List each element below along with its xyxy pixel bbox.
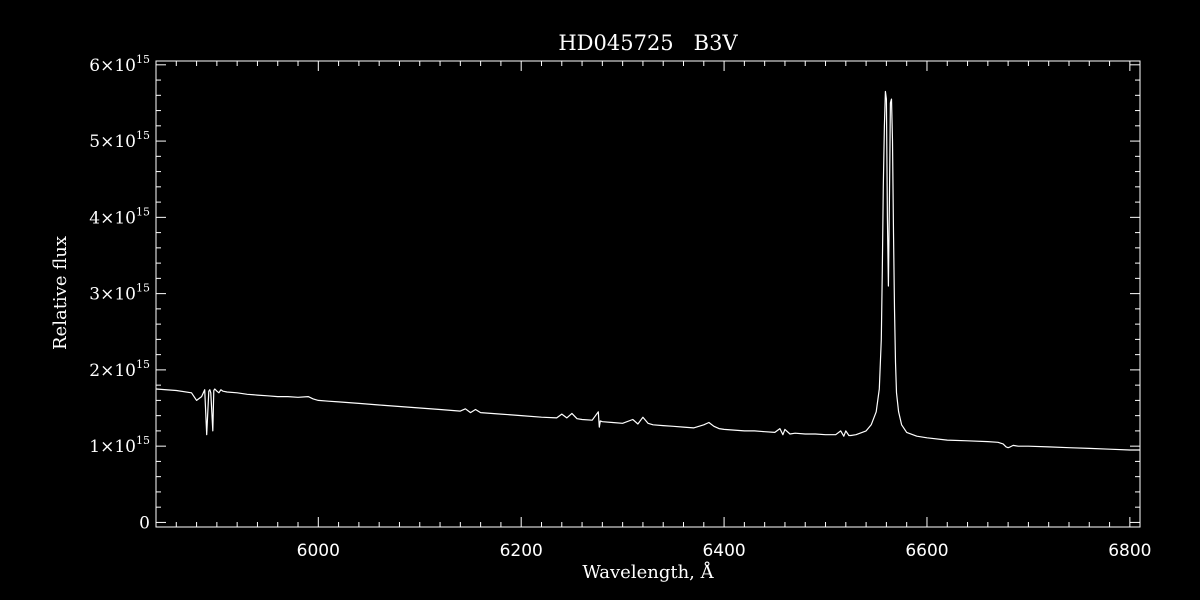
y-tick-label: 4×1015 bbox=[89, 205, 150, 228]
tick-labels: 6000 6200 6400 6600 6800 0 1×1015 2×1015 3×1015 4… bbox=[89, 53, 1151, 561]
y-tick-label: 5×1015 bbox=[89, 129, 150, 152]
y-axis-label: Relative flux bbox=[50, 236, 71, 350]
y-tick-label: 2×1015 bbox=[89, 358, 150, 381]
y-tick-label: 6×1015 bbox=[89, 53, 150, 76]
spectrum-line bbox=[155, 90, 1140, 451]
y-tick-label: 1×1015 bbox=[89, 434, 150, 457]
y-tick-label: 3×1015 bbox=[89, 282, 150, 305]
x-axis-label: Wavelength, Å bbox=[582, 561, 714, 583]
x-tick-label: 6200 bbox=[500, 541, 543, 561]
x-tick-label: 6800 bbox=[1108, 541, 1151, 561]
chart-title: HD045725 B3V bbox=[558, 31, 738, 55]
x-tick-label: 6600 bbox=[905, 541, 948, 561]
x-tick-label: 6000 bbox=[297, 541, 340, 561]
ticks bbox=[155, 61, 1140, 527]
x-tick-label: 6400 bbox=[702, 541, 745, 561]
y-tick-label: 0 bbox=[139, 513, 150, 533]
series-group bbox=[155, 90, 1140, 451]
